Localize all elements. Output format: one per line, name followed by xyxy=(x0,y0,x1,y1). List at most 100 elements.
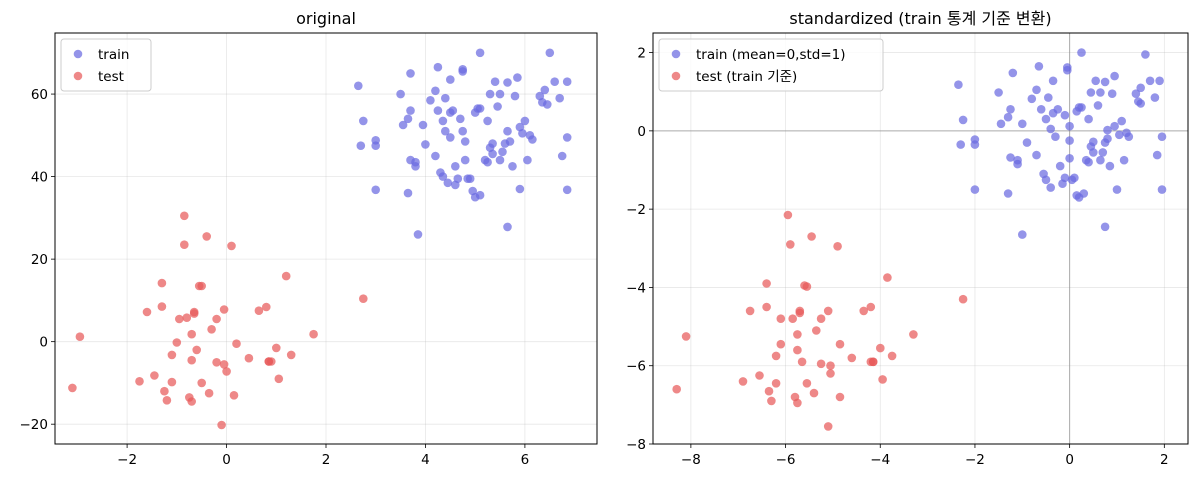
data-point xyxy=(1070,173,1079,183)
data-point xyxy=(562,77,572,86)
data-point xyxy=(359,294,368,304)
data-point xyxy=(453,174,463,183)
data-point xyxy=(431,151,440,161)
data-point xyxy=(433,62,443,72)
data-point xyxy=(1136,83,1145,93)
data-point xyxy=(562,133,572,142)
data-point xyxy=(359,116,368,126)
data-point xyxy=(1034,62,1044,71)
data-point xyxy=(189,307,199,317)
data-point xyxy=(835,392,845,402)
x-tick-label: −4 xyxy=(870,452,890,468)
data-point xyxy=(970,185,980,194)
data-point xyxy=(286,350,296,360)
data-point xyxy=(418,120,428,130)
data-point xyxy=(421,140,430,149)
data-point xyxy=(157,278,167,288)
data-point xyxy=(994,88,1003,97)
data-point xyxy=(555,93,564,103)
x-tick-label: −2 xyxy=(965,452,985,468)
data-point xyxy=(1115,130,1124,140)
data-point xyxy=(254,306,264,316)
data-point xyxy=(523,155,532,165)
data-point xyxy=(557,151,567,161)
data-point xyxy=(406,106,415,115)
x-tick-label: −8 xyxy=(681,452,701,468)
x-tick-label: 6 xyxy=(521,452,530,468)
data-point xyxy=(135,377,144,386)
chart-panel-2: −8 −6 −4 −2 0 2 −8 −6 −4 −2 0 2 standardized (train … xyxy=(626,9,1189,468)
data-point xyxy=(212,314,221,324)
series-test xyxy=(672,210,968,431)
data-point xyxy=(187,397,196,406)
data-point xyxy=(783,210,793,220)
data-point xyxy=(1032,150,1041,160)
data-point xyxy=(802,379,812,388)
data-point xyxy=(182,313,192,323)
data-point xyxy=(406,69,415,78)
data-point xyxy=(847,353,857,363)
data-point xyxy=(356,141,366,150)
data-point xyxy=(495,155,505,165)
data-point xyxy=(219,305,229,314)
y-tick-label: −20 xyxy=(20,417,49,433)
legend-box xyxy=(60,38,152,92)
data-point xyxy=(413,230,423,239)
x-tick-label: −2 xyxy=(117,452,137,468)
data-point xyxy=(826,369,835,378)
data-point xyxy=(222,367,231,376)
data-point xyxy=(996,119,1006,129)
data-point xyxy=(1065,121,1074,131)
data-point xyxy=(460,155,470,165)
data-point xyxy=(1046,124,1055,134)
data-point xyxy=(1110,121,1119,131)
y-tick-label: 20 xyxy=(31,252,48,268)
data-point xyxy=(460,137,470,146)
data-point xyxy=(681,332,691,341)
data-point xyxy=(876,343,885,353)
data-point xyxy=(762,279,771,288)
data-point xyxy=(835,339,845,349)
data-point xyxy=(232,339,241,349)
data-point xyxy=(451,162,460,171)
data-point xyxy=(1124,132,1134,141)
data-point xyxy=(1041,175,1051,185)
data-point xyxy=(438,172,448,181)
data-point xyxy=(411,157,420,167)
x-tick-label: −6 xyxy=(776,452,796,468)
data-point xyxy=(485,89,495,99)
data-point xyxy=(833,242,842,251)
data-point xyxy=(1157,132,1167,141)
data-point xyxy=(197,281,206,291)
data-point xyxy=(1006,153,1015,162)
data-point xyxy=(488,139,497,148)
data-point xyxy=(354,81,363,91)
data-point xyxy=(776,314,786,324)
data-point xyxy=(229,391,239,400)
data-point xyxy=(217,420,226,430)
data-point xyxy=(1003,112,1013,122)
data-point xyxy=(180,240,189,249)
data-point xyxy=(1110,71,1119,81)
data-point xyxy=(157,302,167,311)
data-point xyxy=(1055,161,1065,171)
data-point xyxy=(458,67,468,76)
data-point xyxy=(510,91,520,101)
data-point xyxy=(793,345,802,355)
data-point xyxy=(513,73,522,82)
data-point xyxy=(812,326,821,335)
data-point xyxy=(1046,183,1055,192)
data-point xyxy=(1100,77,1110,87)
data-point xyxy=(475,48,485,58)
data-point xyxy=(826,361,835,371)
data-point xyxy=(403,114,413,124)
data-point xyxy=(823,306,833,316)
data-point xyxy=(212,358,221,367)
data-point xyxy=(809,388,819,398)
data-point xyxy=(207,325,216,334)
x-tick-label: 2 xyxy=(322,452,331,468)
legend-marker xyxy=(73,71,83,81)
data-point xyxy=(1008,68,1018,78)
data-point xyxy=(167,350,177,360)
data-point xyxy=(1136,99,1145,108)
